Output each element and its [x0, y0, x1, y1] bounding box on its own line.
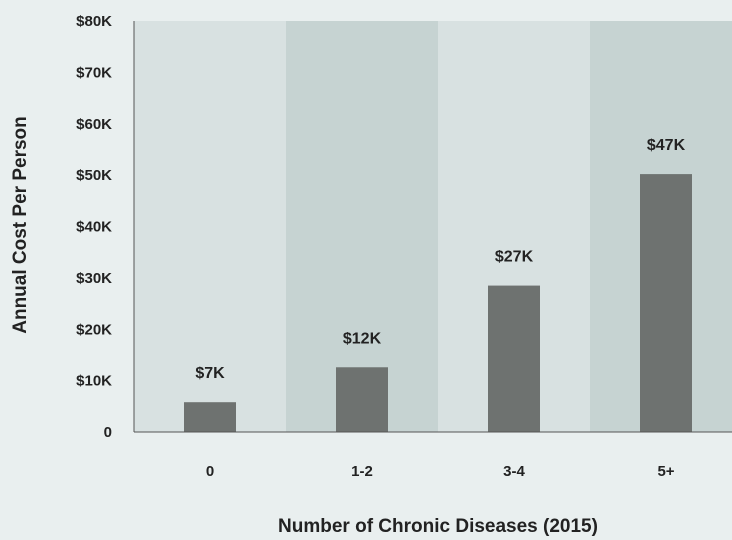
bar	[184, 402, 236, 432]
bars	[184, 174, 692, 432]
y-tick-label: $10K	[76, 373, 112, 390]
x-axis-title: Number of Chronic Diseases (2015)	[278, 516, 598, 537]
y-tick-label: $80K	[76, 13, 112, 30]
data-label: $27K	[495, 249, 534, 266]
x-tick-label: 1-2	[351, 463, 373, 480]
category-band	[286, 21, 438, 432]
bar	[488, 285, 540, 432]
y-tick-label: 0	[104, 424, 112, 441]
bar	[336, 367, 388, 432]
x-tick-label: 3-4	[503, 463, 525, 480]
y-axis-ticks: 0 $10K $20K $30K $40K $50K $60K $70K $80K	[76, 13, 112, 441]
data-label: $7K	[195, 365, 225, 382]
x-tick-label: 5+	[657, 463, 674, 480]
data-label: $12K	[343, 330, 382, 347]
y-tick-label: $50K	[76, 167, 112, 184]
y-tick-label: $70K	[76, 64, 112, 81]
category-bands	[134, 21, 732, 432]
x-tick-label: 0	[206, 463, 214, 480]
y-tick-label: $60K	[76, 116, 112, 133]
data-label: $47K	[647, 137, 686, 154]
bar	[640, 174, 692, 432]
x-axis-ticks: 0 1-2 3-4 5+	[206, 463, 675, 480]
y-tick-label: $30K	[76, 270, 112, 287]
y-tick-label: $40K	[76, 219, 112, 236]
y-tick-label: $20K	[76, 321, 112, 338]
y-axis-title: Annual Cost Per Person	[10, 116, 31, 334]
data-labels: $7K $12K $27K $47K	[195, 137, 685, 382]
category-band	[134, 21, 286, 432]
